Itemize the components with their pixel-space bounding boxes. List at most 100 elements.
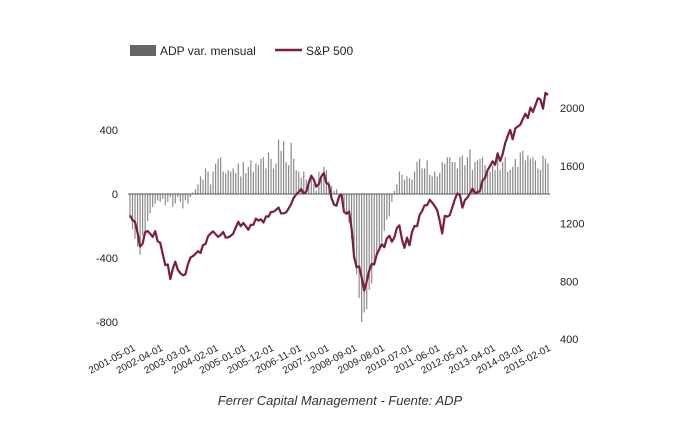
adp-bar (534, 160, 537, 194)
right-tick-label: 1600 (560, 161, 584, 173)
adp-bar (434, 171, 436, 194)
adp-bar (476, 160, 479, 194)
adp-bar (215, 163, 217, 194)
adp-bar (481, 157, 484, 194)
adp-bar (393, 190, 395, 194)
adp-bar (497, 157, 499, 194)
adp-bar (356, 194, 358, 274)
adp-bar (461, 155, 463, 194)
adp-bar (416, 162, 418, 194)
adp-bar (358, 194, 360, 298)
adp-bar (449, 157, 451, 194)
adp-bar (504, 157, 506, 194)
adp-bar (280, 150, 282, 194)
adp-bar (293, 158, 295, 194)
adp-bar (418, 158, 421, 194)
adp-bar (313, 184, 315, 194)
adp-bar (136, 194, 139, 247)
x-axis: 2001-05-012002-04-012003-03-012004-02-01… (87, 343, 553, 377)
adp-bar (189, 194, 192, 198)
adp-bar (547, 163, 549, 194)
adp-bar (391, 194, 393, 202)
adp-bar (262, 157, 265, 194)
legend-label-sp500: S&P 500 (306, 44, 353, 58)
adp-bar (474, 162, 476, 194)
adp-bar (225, 173, 227, 194)
adp-bar (388, 194, 390, 217)
adp-bar (378, 194, 380, 250)
adp-bar (177, 194, 179, 198)
adp-bar (509, 170, 511, 194)
adp-bar (373, 194, 375, 266)
legend: ADP var. mensual S&P 500 (130, 44, 353, 58)
adp-bar (197, 184, 199, 194)
adp-bar (544, 158, 547, 194)
adp-bar (154, 194, 156, 204)
adp-bar (260, 158, 262, 194)
adp-bar (235, 173, 237, 194)
adp-bar (270, 158, 272, 194)
adp-bar (159, 194, 161, 202)
adp-bar (431, 176, 433, 194)
adp-bar (199, 176, 202, 194)
adp-bar (310, 174, 312, 194)
adp-bar (537, 168, 539, 194)
adp-bar (471, 170, 474, 194)
adp-bar (240, 176, 242, 194)
adp-bar (134, 194, 136, 239)
adp-bar (492, 165, 494, 194)
adp-bar (403, 179, 406, 194)
adp-bar (209, 184, 212, 194)
adp-bar (396, 184, 398, 194)
adp-bar (502, 162, 504, 194)
adp-bar (343, 194, 345, 207)
adp-bar (250, 160, 252, 194)
adp-bar (464, 165, 466, 194)
adp-bar (444, 163, 446, 194)
adp-bar (141, 194, 144, 236)
legend-bar-swatch (130, 45, 156, 56)
adp-bar (245, 173, 247, 194)
adp-bar (479, 158, 481, 194)
adp-bar (157, 194, 159, 201)
adp-bar (353, 194, 355, 258)
adp-bar (489, 171, 491, 194)
adp-bar (222, 171, 224, 194)
adp-bar (406, 176, 408, 194)
adp-bar (144, 194, 146, 233)
adp-bar (303, 171, 305, 194)
adp-bar (330, 186, 333, 194)
adp-bar (152, 194, 154, 207)
adp-bar (439, 173, 441, 194)
adp-bar (290, 142, 292, 194)
adp-bar (376, 194, 378, 257)
adp-bar (408, 178, 411, 194)
adp-bar (187, 194, 189, 204)
adp-bar (320, 179, 322, 194)
adp-bar (184, 194, 186, 201)
adp-bar (517, 166, 519, 194)
adp-bar (194, 189, 197, 194)
adp-bar (424, 168, 426, 194)
adp-bar (202, 179, 204, 194)
adp-bar (361, 194, 363, 322)
adp-bar (172, 194, 174, 207)
adp-bar (182, 194, 184, 209)
adp-bar (456, 168, 458, 194)
adp-bar (514, 158, 516, 194)
adp-bar (429, 174, 431, 194)
adp-bar (529, 158, 531, 194)
adp-bar (300, 178, 302, 194)
adp-bar (486, 168, 489, 194)
adp-bar (162, 194, 164, 199)
adp-bar (257, 165, 260, 194)
adp-bar (421, 168, 423, 194)
adp-bar (532, 157, 534, 194)
legend-label-adp: ADP var. mensual (160, 44, 256, 58)
adp-bar (255, 163, 257, 194)
adp-bar (232, 168, 234, 194)
adp-bar (466, 157, 469, 194)
adp-bar (129, 194, 131, 218)
adp-bar (242, 162, 244, 194)
